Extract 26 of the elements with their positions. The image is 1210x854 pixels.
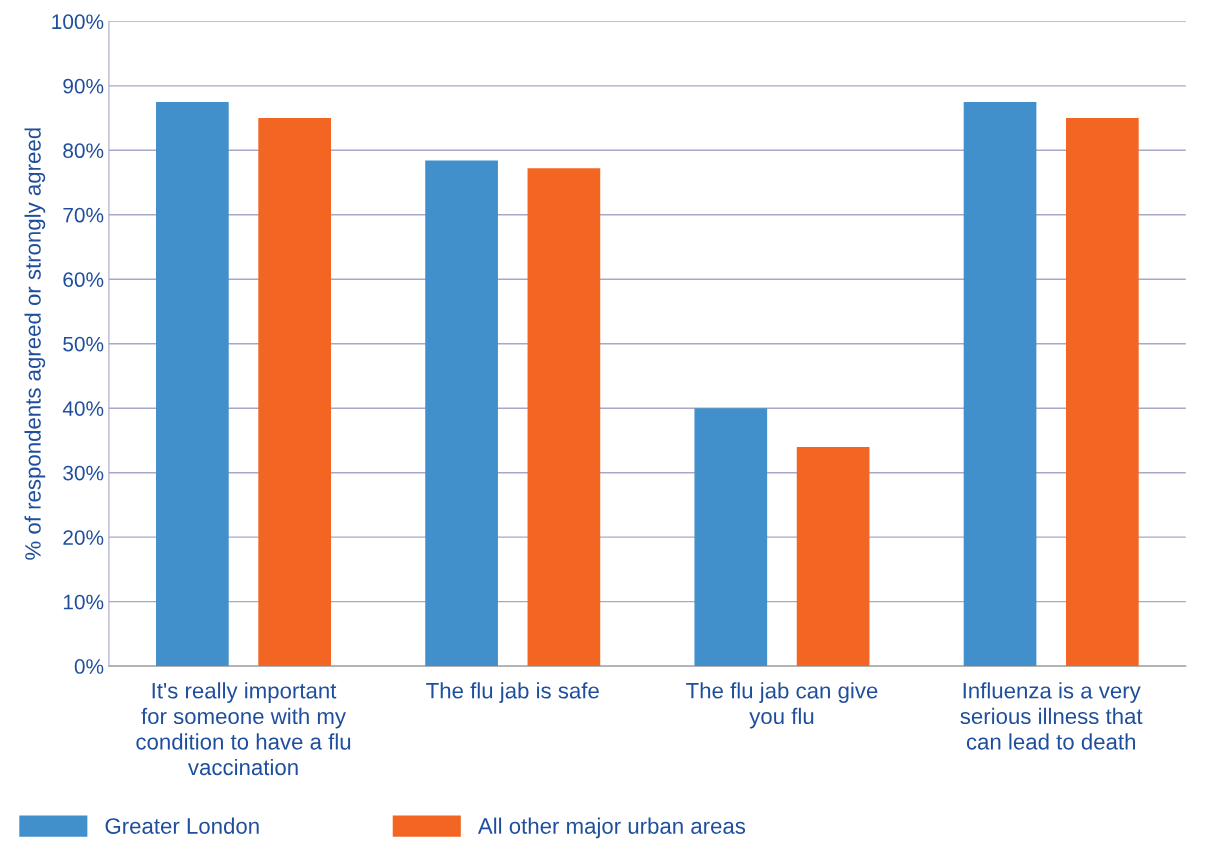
bar [527, 168, 601, 667]
y-tick-label: 40% [62, 401, 104, 416]
y-tick-label: 80% [63, 143, 104, 159]
x-tick-label: It's really important for someone with my condition to have a flu vaccination [136, 682, 351, 776]
x-tick-label: Influenza is a very serious illness that can lead to death [960, 682, 1143, 750]
bar [963, 101, 1037, 667]
bar [258, 118, 332, 667]
legend-label: Greater London [105, 817, 259, 834]
y-tick-label: 100% [52, 14, 104, 30]
y-tick-label: 70% [63, 207, 104, 223]
legend-label: All other major urban areas [477, 817, 746, 839]
x-tick-label: The flu jab can give you flu [686, 682, 878, 729]
y-tick-label: 10% [63, 594, 104, 610]
y-tick-label: 90% [63, 78, 104, 94]
y-tick-label: 20% [63, 530, 104, 545]
y-tick-label: 50% [63, 336, 104, 352]
bar [425, 160, 498, 667]
y-axis-title: % of respondents agreed or strongly agreed [24, 128, 46, 560]
bar [796, 446, 870, 667]
x-tick-label: The flu jab is safe [426, 682, 599, 703]
y-tick-label: 0% [74, 659, 104, 674]
y-tick-label: 60% [63, 272, 104, 288]
bar [694, 408, 768, 667]
bar [156, 101, 229, 667]
y-tick-label: 30% [63, 465, 104, 481]
bar [1065, 118, 1139, 667]
